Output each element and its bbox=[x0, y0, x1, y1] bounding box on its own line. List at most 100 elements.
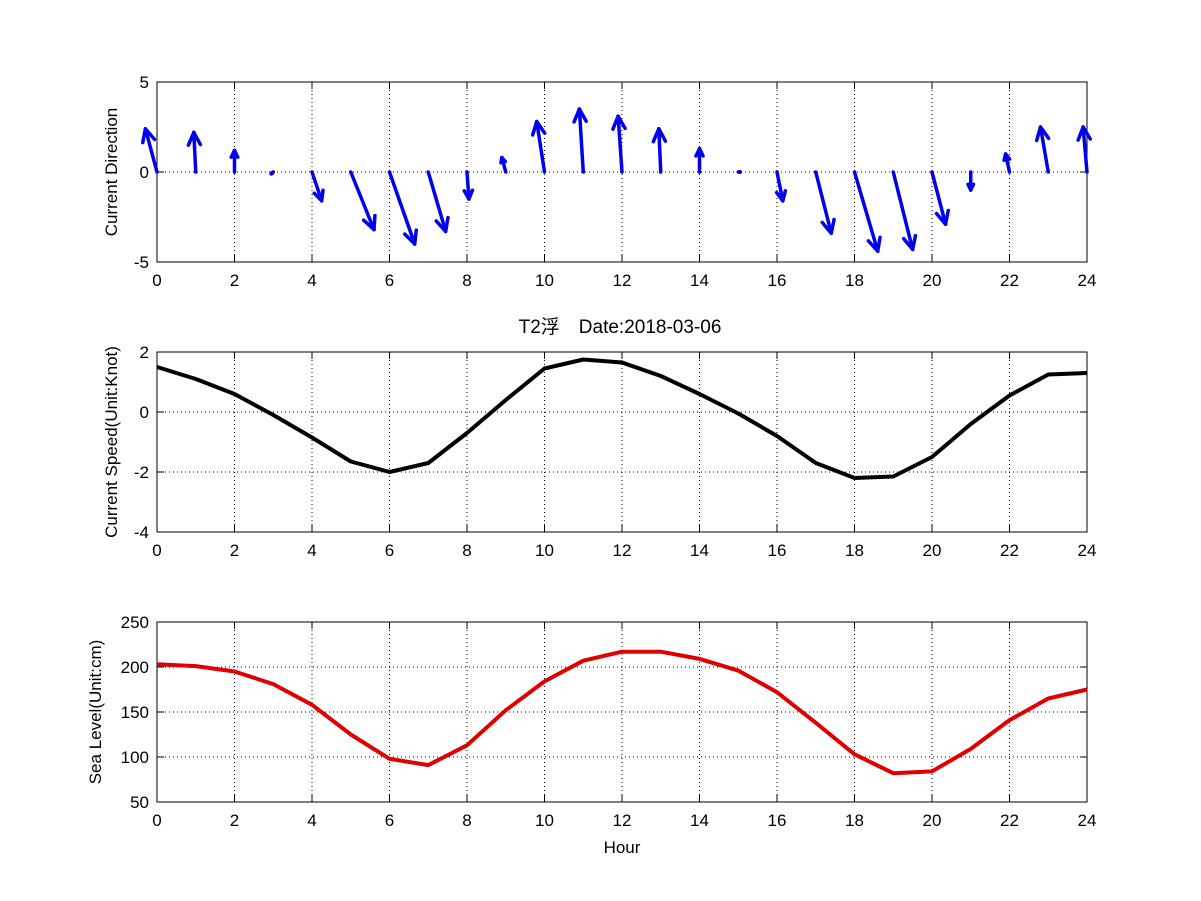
arrow-shaft bbox=[891, 170, 915, 252]
x-tick-label: 4 bbox=[307, 811, 316, 830]
arrow-head bbox=[966, 182, 973, 192]
arrow-head bbox=[697, 146, 705, 158]
arrow-head bbox=[1003, 152, 1012, 161]
arrow-head bbox=[462, 189, 471, 201]
arrow-head bbox=[186, 130, 196, 147]
arrow-shaft bbox=[852, 170, 880, 253]
arrow-head bbox=[372, 213, 377, 232]
x-tick-label: 18 bbox=[845, 271, 864, 290]
x-tick-label: 24 bbox=[1078, 811, 1097, 830]
arrow-head bbox=[434, 219, 448, 234]
arrow-head bbox=[1038, 125, 1051, 141]
x-tick-label: 10 bbox=[535, 271, 554, 290]
x-tick-label: 4 bbox=[307, 271, 316, 290]
x-tick-label: 14 bbox=[690, 541, 709, 560]
x-tick-label: 20 bbox=[923, 811, 942, 830]
arrow-head bbox=[412, 228, 419, 246]
arrow-head bbox=[312, 191, 324, 203]
arrow-shaft bbox=[657, 127, 663, 174]
x-tick-label: 20 bbox=[923, 271, 942, 290]
y-tick-label: -5 bbox=[134, 253, 149, 272]
current-arrow bbox=[891, 170, 918, 252]
current-arrow bbox=[426, 170, 450, 234]
y-tick-label: 5 bbox=[140, 73, 149, 92]
current-arrow bbox=[530, 119, 547, 174]
arrow-shaft bbox=[426, 170, 448, 234]
y-tick-label: 2 bbox=[140, 343, 149, 362]
arrow-head bbox=[876, 235, 882, 253]
arrow-head bbox=[530, 119, 539, 137]
arrow-shaft bbox=[1081, 125, 1089, 174]
x-tick-label: 6 bbox=[385, 541, 394, 560]
y-tick-label: -2 bbox=[134, 463, 149, 482]
y-tick-label: 200 bbox=[121, 658, 149, 677]
x-tick-label: 8 bbox=[462, 811, 471, 830]
x-tick-label: 16 bbox=[768, 271, 787, 290]
y-tick-label: 0 bbox=[140, 163, 149, 182]
current-arrow bbox=[141, 127, 159, 174]
arrow-head bbox=[910, 233, 918, 252]
x-tick-label: 18 bbox=[845, 811, 864, 830]
arrow-head bbox=[192, 130, 203, 147]
current-arrow bbox=[229, 148, 240, 174]
current-arrow bbox=[387, 170, 419, 246]
arrow-head bbox=[403, 232, 417, 246]
current-arrow bbox=[186, 130, 203, 174]
x-tick-label: 24 bbox=[1078, 541, 1097, 560]
x-tick-label: 14 bbox=[690, 271, 709, 290]
arrow-head bbox=[1076, 125, 1085, 142]
x-tick-label: 8 bbox=[462, 541, 471, 560]
x-tick-label: 10 bbox=[535, 541, 554, 560]
current-arrow bbox=[611, 114, 627, 174]
arrow-shaft bbox=[814, 170, 833, 235]
current-arrow bbox=[1076, 125, 1093, 174]
arrow-head bbox=[577, 107, 588, 123]
figure-title: T2浮 Date:2018-03-06 bbox=[519, 316, 722, 338]
arrow-head bbox=[232, 148, 240, 159]
x-tick-label: 2 bbox=[230, 811, 239, 830]
current-arrow bbox=[462, 170, 475, 201]
arrow-head bbox=[616, 114, 627, 131]
arrow-shaft bbox=[349, 170, 376, 232]
y-tick-label: 250 bbox=[121, 613, 149, 632]
x-tick-label: 16 bbox=[768, 541, 787, 560]
x-tick-label: 20 bbox=[923, 541, 942, 560]
x-tick-label: 0 bbox=[152, 541, 161, 560]
arrow-head bbox=[611, 114, 620, 131]
x-tick-label: 18 bbox=[845, 541, 864, 560]
arrow-shaft bbox=[930, 170, 948, 226]
arrow-head bbox=[572, 107, 582, 124]
x-tick-label: 0 bbox=[152, 271, 161, 290]
x-axis-label: Hour bbox=[604, 838, 641, 857]
x-tick-label: 22 bbox=[1000, 811, 1019, 830]
y-axis-label: Current Direction bbox=[102, 108, 121, 237]
arrow-head bbox=[500, 155, 508, 164]
current-arrow bbox=[310, 170, 325, 203]
current-arrow bbox=[852, 170, 882, 253]
current-arrow bbox=[930, 170, 951, 226]
current-arrow bbox=[1002, 152, 1012, 174]
arrow-head bbox=[943, 208, 951, 226]
arrow-shaft bbox=[616, 114, 624, 174]
arrow-shaft bbox=[310, 170, 324, 203]
arrow-shaft bbox=[775, 170, 785, 203]
series-line bbox=[156, 649, 1088, 776]
y-tick-label: 50 bbox=[130, 793, 149, 812]
x-tick-label: 2 bbox=[230, 541, 239, 560]
arrow-shaft bbox=[577, 107, 585, 174]
y-tick-label: 100 bbox=[121, 748, 149, 767]
arrow-head bbox=[651, 127, 661, 144]
y-tick-label: 0 bbox=[140, 403, 149, 422]
arrow-shaft bbox=[1038, 125, 1050, 174]
x-tick-label: 24 bbox=[1078, 271, 1097, 290]
arrow-shaft bbox=[387, 170, 417, 246]
y-tick-label: -4 bbox=[134, 523, 149, 542]
current-arrow bbox=[966, 170, 976, 192]
arrow-head bbox=[1034, 125, 1043, 143]
current-arrow bbox=[572, 107, 588, 174]
x-tick-label: 8 bbox=[462, 271, 471, 290]
x-tick-label: 6 bbox=[385, 811, 394, 830]
arrow-shaft bbox=[465, 170, 471, 201]
